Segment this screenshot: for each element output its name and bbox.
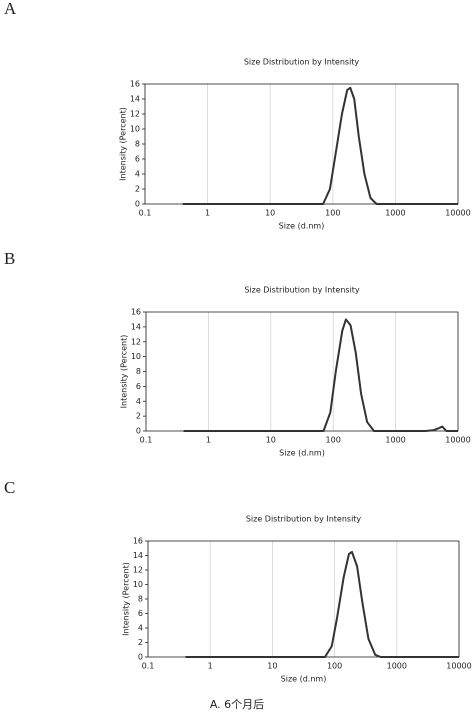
x-tick-label: 0.1 [142, 662, 155, 671]
x-axis-label: Size (d.nm) [279, 449, 325, 458]
y-tick-label: 10 [131, 352, 141, 361]
y-tick-label: 0 [135, 200, 140, 209]
panel-label: C [4, 478, 15, 497]
y-tick-label: 8 [138, 595, 143, 604]
y-tick-label: 8 [136, 367, 141, 376]
y-tick-label: 4 [138, 624, 143, 633]
x-axis-label: Size (d.nm) [281, 675, 327, 684]
y-tick-label: 2 [135, 185, 140, 194]
x-tick-label: 10000 [445, 209, 470, 218]
x-tick-label: 1 [206, 436, 211, 445]
y-tick-label: 10 [133, 580, 143, 589]
x-tick-label: 1 [205, 209, 210, 218]
y-tick-label: 6 [136, 382, 141, 391]
x-axis-label: Size (d.nm) [279, 222, 325, 231]
plot-frame [147, 540, 460, 658]
y-tick-label: 12 [130, 110, 140, 119]
x-tick-label: 100 [327, 662, 342, 671]
x-tick-label: 0.1 [140, 436, 153, 445]
y-tick-label: 16 [133, 537, 143, 546]
x-tick-label: 10000 [446, 662, 471, 671]
data-line [185, 550, 459, 658]
chart-title: Size Distribution by Intensity [244, 58, 360, 67]
x-tick-label: 1000 [385, 209, 405, 218]
y-tick-label: 16 [131, 308, 141, 317]
y-tick-label: 10 [130, 125, 140, 134]
data-line [183, 318, 458, 432]
y-tick-label: 12 [133, 566, 143, 575]
y-tick-label: 0 [138, 653, 143, 662]
x-tick-label: 100 [326, 436, 341, 445]
y-tick-label: 14 [130, 95, 140, 104]
y-axis-label: Intensity (Percent) [119, 107, 128, 181]
panel-label: B [4, 249, 15, 268]
x-tick-label: 10 [267, 662, 277, 671]
y-tick-label: 8 [135, 140, 140, 149]
x-tick-label: 1000 [387, 662, 407, 671]
y-tick-label: 4 [135, 170, 140, 179]
y-tick-label: 4 [136, 397, 141, 406]
x-tick-label: 10000 [445, 436, 470, 445]
caption: A. 6个月后 [210, 698, 264, 711]
x-tick-label: 1000 [385, 436, 405, 445]
y-axis-label: Intensity (Percent) [120, 335, 129, 409]
data-line [182, 86, 458, 205]
x-tick-label: 1 [208, 662, 213, 671]
panel-label: A [4, 0, 17, 18]
chart-title: Size Distribution by Intensity [244, 286, 360, 295]
x-tick-label: 10 [266, 436, 276, 445]
x-tick-label: 100 [325, 209, 340, 218]
y-tick-label: 16 [130, 80, 140, 89]
y-tick-label: 2 [136, 412, 141, 421]
x-tick-label: 10 [265, 209, 275, 218]
y-tick-label: 0 [136, 427, 141, 436]
chart-title: Size Distribution by Intensity [246, 515, 362, 524]
y-tick-label: 6 [135, 155, 140, 164]
y-axis-label: Intensity (Percent) [122, 562, 131, 636]
plot-frame [144, 83, 459, 205]
y-tick-label: 6 [138, 609, 143, 618]
y-tick-label: 14 [131, 322, 141, 331]
y-tick-label: 14 [133, 551, 143, 560]
plot-frame [145, 311, 459, 432]
x-tick-label: 0.1 [139, 209, 152, 218]
y-tick-label: 12 [131, 337, 141, 346]
y-tick-label: 2 [138, 638, 143, 647]
